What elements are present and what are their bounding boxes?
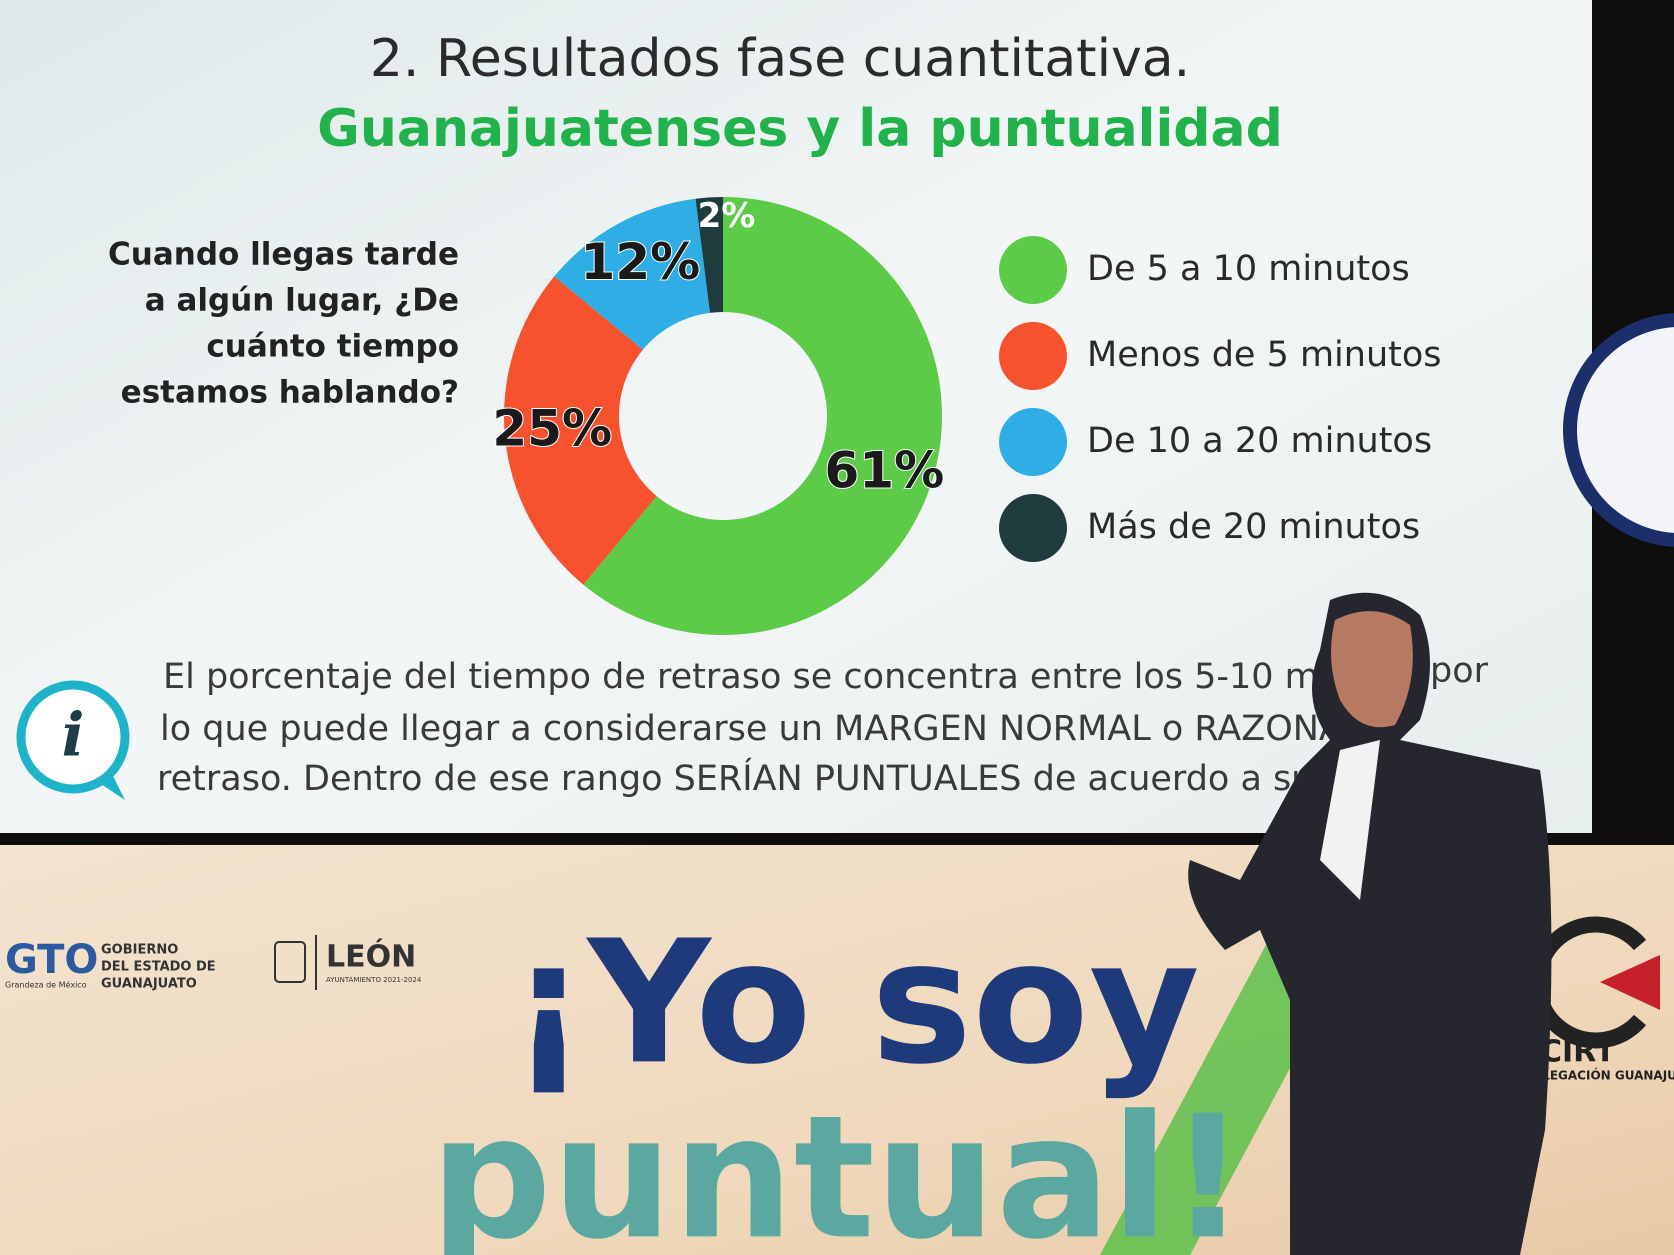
headline: ¡Yo soy [510, 904, 1200, 1102]
gto-logo: GTO [5, 937, 98, 983]
note-line: El porcentaje del tiempo de retraso se c… [163, 657, 1351, 697]
government: DEL ESTADO DE [101, 960, 216, 975]
donut-slice [554, 198, 710, 350]
slide-title: 2. Resultados fase cuantitativa. [370, 29, 1190, 89]
leon-sub: AYUNTAMIENTO 2021-2024 [326, 976, 422, 984]
donut-chart: 61% 25% 12%2% [491, 196, 945, 635]
donut-slice [695, 197, 723, 313]
question-line: Cuando llegas tarde [108, 237, 459, 273]
donut-slice [583, 197, 943, 635]
side-logo [1563, 313, 1674, 547]
value-label: 25% [492, 400, 612, 458]
gto-tagline: Grandeza de México [5, 980, 87, 990]
donut-slice [503, 276, 657, 585]
cirt-logo: CIRT [1540, 1035, 1616, 1070]
legend-label: De 10 a 20 minutos [1087, 421, 1432, 461]
speaker-shirt [1320, 740, 1380, 900]
leon-crest [274, 941, 306, 983]
government: GOBIERNO [101, 943, 178, 958]
legend: De 5 a 10 minutos Menos de 5 minutos De 10… [999, 236, 1442, 562]
legend-label: Más de 20 minutos [1087, 507, 1420, 547]
info-ring [16, 680, 130, 794]
cirt-arrow [1600, 955, 1660, 1010]
note-line: retraso. Dentro de ese rango SERÍAN PUNT… [157, 757, 1347, 799]
slide-subtitle: Guanajuatenses y la puntualidad [317, 99, 1283, 159]
info-icon: i [16, 680, 130, 800]
note-line: lo que puede llegar a considerarse un MA… [160, 709, 1343, 749]
value-label: 61% [825, 442, 945, 500]
legend-swatch [999, 408, 1067, 476]
legend-swatch [999, 236, 1067, 304]
cirt-sub: ELEGACIÓN GUANAJUAT [1534, 1068, 1674, 1083]
info-tail [95, 770, 125, 800]
info-glyph: i [62, 701, 85, 771]
legend-label: De 5 a 10 minutos [1087, 249, 1410, 289]
value-label: 12% [581, 233, 701, 291]
speaker-silhouette [1188, 592, 1552, 1255]
question: Cuando llegas tarde a algún lugar, ¿De cuá… [108, 237, 459, 411]
legend-swatch [999, 322, 1067, 390]
headline: puntual! [430, 1079, 1247, 1255]
note-line: por [1430, 651, 1489, 691]
legend-label: Menos de 5 minutos [1087, 335, 1442, 375]
government: GUANAJUATO [101, 977, 197, 992]
question-line: estamos hablando? [121, 375, 459, 411]
legend-swatch [999, 494, 1067, 562]
leon-logo: LEÓN [326, 938, 416, 975]
speaker [1188, 592, 1552, 1255]
value-label: 2% [698, 196, 756, 236]
speaker-face [1331, 611, 1413, 728]
question-line: cuánto tiempo [206, 329, 459, 365]
question-line: a algún lugar, ¿De [145, 283, 459, 319]
